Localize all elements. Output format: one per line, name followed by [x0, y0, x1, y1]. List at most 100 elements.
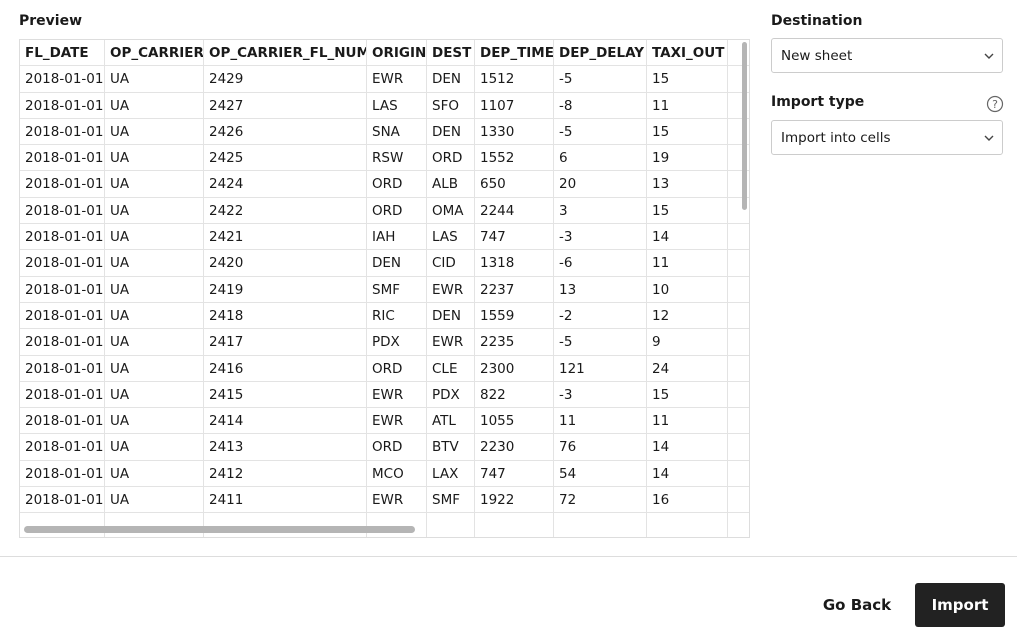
table-cell: 24: [647, 355, 728, 382]
table-cell: UA: [105, 118, 204, 146]
table-cell: 2422: [204, 197, 367, 225]
table-cell: [204, 513, 367, 537]
column-header: OP_CARRIER_FL_NUM: [204, 40, 367, 66]
table-row: 2018-01-01 UA 2426 SNA DEN 1330 -5 15: [20, 118, 749, 146]
table-cell: 1559: [475, 302, 554, 330]
table-cell: [427, 513, 475, 537]
table-cell: PDX: [367, 329, 427, 356]
go-back-button[interactable]: Go Back: [822, 596, 892, 614]
table-cell: 2426: [204, 118, 367, 146]
table-row: 2018-01-01 UA 2421 IAH LAS 747 -3 14: [20, 224, 749, 251]
column-header: DEP_TIME: [475, 40, 554, 66]
table-cell: 2018-01-01: [20, 66, 105, 93]
table-cell: ORD: [367, 197, 427, 225]
table-cell: ALB: [427, 171, 475, 198]
table-cell: UA: [105, 408, 204, 435]
table-cell: 2018-01-01: [20, 118, 105, 146]
table-cell: [728, 382, 749, 409]
table-cell: EWR: [367, 487, 427, 514]
table-cell: 2237: [475, 276, 554, 303]
table-cell: ORD: [367, 171, 427, 198]
table-cell: EWR: [427, 329, 475, 356]
table-cell: 2420: [204, 250, 367, 277]
column-header: DEST: [427, 40, 475, 66]
table-cell: 2018-01-01: [20, 460, 105, 488]
table-cell: 15: [647, 118, 728, 146]
table-cell: 11: [647, 92, 728, 119]
vertical-scrollbar[interactable]: [742, 42, 747, 210]
table-cell: UA: [105, 92, 204, 119]
table-cell: RIC: [367, 302, 427, 330]
table-row: 2018-01-01 UA 2425 RSW ORD 1552 6 19: [20, 145, 749, 172]
table-cell: 2018-01-01: [20, 145, 105, 172]
table-cell: [728, 66, 749, 93]
table-row: 2018-01-01 UA 2419 SMF EWR 2237 13 10: [20, 276, 749, 303]
table-row: 2018-01-01 UA 2413 ORD BTV 2230 76 14: [20, 434, 749, 461]
table-cell: 2018-01-01: [20, 250, 105, 277]
table-row: 2018-01-01 UA 2427 LAS SFO 1107 -8 11: [20, 92, 749, 119]
table-cell: 15: [647, 66, 728, 93]
table-cell: 1330: [475, 118, 554, 146]
column-header: FL_DATE: [20, 40, 105, 66]
table-cell: 2018-01-01: [20, 197, 105, 225]
table-cell: 2244: [475, 197, 554, 225]
preview-table[interactable]: FL_DATE OP_CARRIER OP_CARRIER_FL_NUM ORIGIN…: [19, 39, 750, 538]
table-cell: 2427: [204, 92, 367, 119]
table-row: 2018-01-01 UA 2420 DEN CID 1318 -6 11: [20, 250, 749, 277]
table-cell: 2414: [204, 408, 367, 435]
column-header: DEP_DELAY: [554, 40, 647, 66]
table-cell: 2018-01-01: [20, 487, 105, 514]
table-cell: 20: [554, 171, 647, 198]
import-button[interactable]: Import: [915, 583, 1005, 627]
table-cell: 15: [647, 381, 728, 409]
table-cell: 2018-01-01: [20, 434, 105, 461]
table-cell: 9: [647, 329, 728, 356]
table-cell: LAS: [367, 92, 427, 119]
table-cell: EWR: [367, 408, 427, 435]
table-cell: 13: [554, 276, 647, 303]
table-cell: 16: [647, 487, 728, 514]
horizontal-scrollbar[interactable]: [24, 526, 415, 533]
table-row: 2018-01-01 UA 2422 ORD OMA 2244 3 15: [20, 197, 749, 225]
table-cell: [728, 461, 749, 488]
table-cell: 2018-01-01: [20, 276, 105, 303]
table-cell: UA: [105, 66, 204, 93]
table-cell: CID: [427, 250, 475, 277]
table-cell: 2018-01-01: [20, 329, 105, 356]
help-icon[interactable]: ?: [986, 95, 1004, 113]
table-cell: MCO: [367, 460, 427, 488]
table-cell: UA: [105, 276, 204, 303]
table-cell: [728, 356, 749, 382]
table-cell: 11: [647, 408, 728, 435]
table-cell: 6: [554, 145, 647, 172]
table-cell: 1512: [475, 66, 554, 93]
table-row: 2018-01-01 UA 2429 EWR DEN 1512 -5 15: [20, 66, 749, 93]
table-cell: UA: [105, 224, 204, 251]
table-row: [20, 513, 749, 537]
table-cell: UA: [105, 171, 204, 198]
table-cell: DEN: [427, 66, 475, 93]
table-cell: OMA: [427, 197, 475, 225]
table-cell: PDX: [427, 381, 475, 409]
table-cell: [728, 145, 749, 172]
table-row: 2018-01-01 UA 2415 EWR PDX 822 -3 15: [20, 381, 749, 409]
table-cell: 2018-01-01: [20, 302, 105, 330]
table-cell: 650: [475, 171, 554, 198]
column-header: [728, 40, 749, 66]
table-row: 2018-01-01 UA 2424 ORD ALB 650 20 13: [20, 171, 749, 198]
destination-select[interactable]: New sheet: [771, 38, 1003, 73]
table-cell: 2018-01-01: [20, 92, 105, 119]
table-cell: 2230: [475, 434, 554, 461]
table-cell: [554, 513, 647, 537]
table-cell: 2416: [204, 355, 367, 382]
table-cell: 822: [475, 381, 554, 409]
import-type-select[interactable]: Import into cells: [771, 120, 1003, 155]
table-cell: LAS: [427, 224, 475, 251]
table-cell: 2018-01-01: [20, 171, 105, 198]
table-cell: 11: [647, 250, 728, 277]
table-cell: DEN: [367, 250, 427, 277]
table-cell: [728, 93, 749, 119]
table-cell: SMF: [427, 487, 475, 514]
table-cell: DEN: [427, 302, 475, 330]
table-cell: UA: [105, 302, 204, 330]
